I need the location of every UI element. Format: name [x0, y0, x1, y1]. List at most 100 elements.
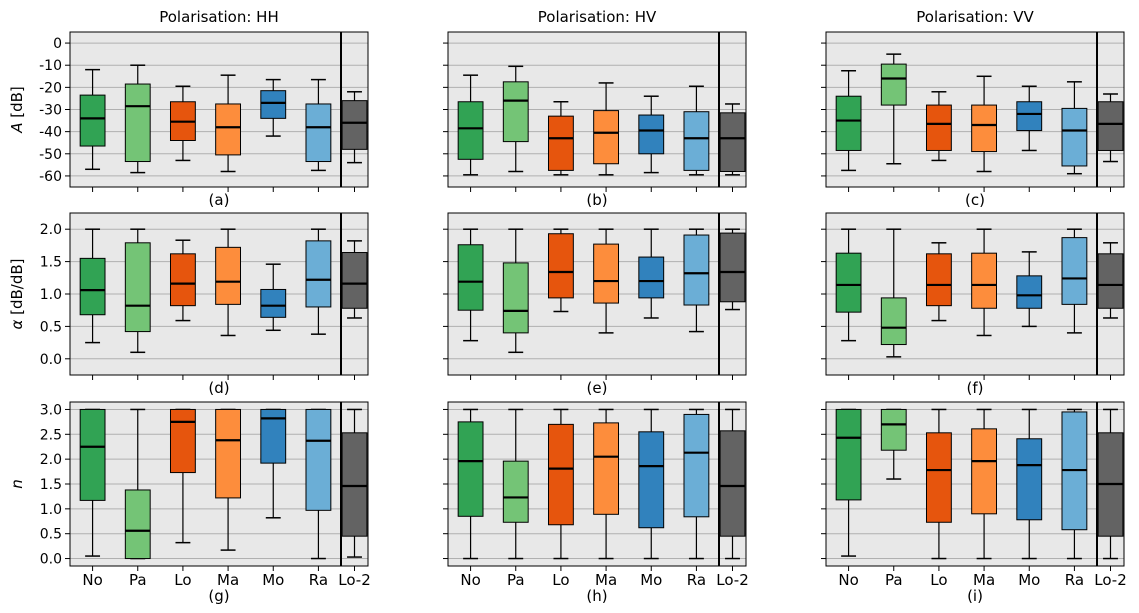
- x-tick-label: Ra: [1065, 571, 1084, 589]
- x-tick-label: Ma: [595, 571, 617, 589]
- box-Ma: [971, 252, 998, 309]
- panel-d: 2.0 1.5 1.0 0.5 0.0 (d): [40, 212, 369, 397]
- panel-label: (c): [965, 191, 985, 209]
- panel-frame: [825, 401, 1125, 567]
- y-tick-label: 3.0: [40, 402, 62, 418]
- box-Ma: [215, 103, 242, 156]
- panel-h: No Pa Lo Ma Mo Ra Lo-2 (h): [443, 401, 749, 605]
- x-tick-label: Lo-2: [1094, 571, 1127, 589]
- box-Pa: [502, 262, 529, 334]
- panel-i: No Pa Lo Ma Mo Ra Lo-2 (i): [821, 401, 1127, 605]
- box-Lo: [925, 432, 952, 523]
- box-Mo: [1016, 101, 1043, 132]
- y-tick-label: -60: [39, 169, 62, 185]
- box-Ra: [683, 234, 710, 306]
- box-Lo-2: [341, 100, 368, 150]
- panel-label: (a): [209, 191, 230, 209]
- panel-e: (e): [443, 212, 747, 397]
- box-Ma: [593, 243, 620, 304]
- y-axis-label: n: [8, 479, 26, 489]
- panel-frame: [825, 31, 1125, 188]
- box-No: [457, 244, 484, 311]
- panel-frame: [69, 212, 369, 376]
- box-No: [457, 421, 484, 517]
- panel-label: (g): [208, 587, 229, 605]
- y-tick-label: -50: [39, 147, 62, 163]
- y-tick-label: 2.0: [40, 452, 62, 468]
- y-axis-label-unit: [dB]: [8, 86, 26, 122]
- box-Pa: [880, 297, 907, 346]
- box-Ma: [971, 104, 998, 153]
- y-tick-label: 0.0: [40, 552, 62, 568]
- box-No: [835, 95, 862, 151]
- panel-a: 0 -10 -20 -30 -40 -50 -60 (a): [39, 31, 369, 209]
- panel-frame: [69, 31, 369, 188]
- y-tick-label: 0.5: [40, 527, 62, 543]
- panel-frame: [447, 212, 747, 376]
- x-tick-label: Lo: [174, 571, 191, 589]
- box-Ra: [683, 111, 710, 171]
- box-Ma: [593, 422, 620, 515]
- y-axis-label: α [dB/dB]: [8, 258, 26, 329]
- y-axis-label-symbol: n: [8, 479, 26, 489]
- y-axis-label: A [dB]: [8, 86, 26, 134]
- x-tick-label: Mo: [1018, 571, 1040, 589]
- x-tick-label: Ma: [217, 571, 239, 589]
- x-tick-label: No: [82, 571, 102, 589]
- y-tick-label: 2.5: [40, 427, 62, 443]
- box-Pa: [124, 242, 151, 333]
- box-Mo: [260, 288, 287, 318]
- y-tick-label: 0.0: [40, 352, 62, 368]
- box-Lo: [169, 408, 196, 474]
- panel-frame: [69, 401, 369, 567]
- panel-label: (d): [208, 379, 229, 397]
- column-title: Polarisation: HH: [159, 8, 279, 26]
- x-tick-label: Mo: [262, 571, 284, 589]
- y-axis-label-symbol: A: [8, 123, 26, 134]
- y-tick-label: 2.0: [40, 222, 62, 238]
- panel-g: 3.0 2.5 2.0 1.5 1.0 0.5 0.0 No Pa Lo Ma Mo Ra Lo-2 (g): [40, 401, 371, 605]
- y-tick-label: -40: [39, 125, 62, 141]
- box-Mo: [638, 256, 665, 299]
- box-Lo-2: [341, 432, 368, 537]
- box-No: [79, 257, 106, 316]
- box-Ma: [215, 408, 242, 499]
- box-Ra: [1061, 107, 1088, 167]
- box-Ra: [305, 240, 332, 308]
- x-tick-label: Lo-2: [338, 571, 371, 589]
- box-Lo-2: [719, 430, 746, 537]
- x-tick-label: Lo: [552, 571, 569, 589]
- x-tick-label: Mo: [640, 571, 662, 589]
- box-Ma: [593, 110, 620, 165]
- box-Lo-2: [1097, 101, 1124, 151]
- panel-frame: [825, 212, 1125, 376]
- box-Pa: [880, 408, 907, 451]
- column-title: Polarisation: HV: [538, 8, 657, 26]
- y-tick-label: 1.0: [40, 287, 62, 303]
- box-Mo: [638, 431, 665, 529]
- x-tick-label: Pa: [507, 571, 525, 589]
- y-tick-label: 1.5: [40, 477, 62, 493]
- box-No: [457, 101, 484, 160]
- panel-label: (f): [967, 379, 984, 397]
- box-Mo: [1016, 275, 1043, 309]
- x-tick-label: Lo-2: [716, 571, 749, 589]
- panel-f: (f): [821, 212, 1125, 397]
- panel-label: (i): [967, 587, 983, 605]
- box-No: [79, 94, 106, 147]
- panel-frame: [447, 401, 747, 567]
- box-No: [79, 408, 106, 501]
- box-Lo: [925, 253, 952, 307]
- x-tick-label: Ra: [309, 571, 328, 589]
- panel-label: (h): [586, 587, 607, 605]
- box-Lo-2: [341, 252, 368, 309]
- box-Lo: [547, 423, 574, 526]
- box-Ra: [1061, 237, 1088, 305]
- y-axis-label-unit: [dB/dB]: [8, 258, 26, 319]
- y-tick-label: -10: [39, 58, 62, 74]
- box-Pa: [502, 81, 529, 143]
- box-Lo-2: [719, 112, 746, 172]
- box-Lo: [547, 233, 574, 299]
- box-Pa: [124, 83, 151, 163]
